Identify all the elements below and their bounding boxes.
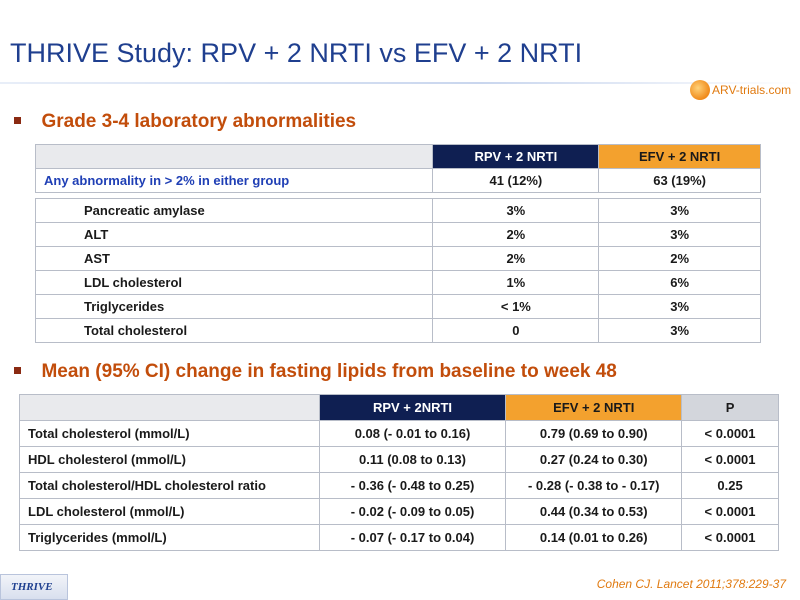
summary-label: Any abnormality in > 2% in either group	[34, 168, 434, 193]
row-label: LDL cholesterol (mmol/L)	[19, 498, 320, 525]
row-label: ALT	[34, 222, 434, 247]
row-label: Total cholesterol (mmol/L)	[19, 420, 320, 447]
row-label: HDL cholesterol (mmol/L)	[19, 446, 320, 473]
header-rpv: RPV + 2NRTI	[318, 394, 507, 421]
bullet-square-icon	[14, 366, 21, 374]
lab-abnormalities-table: RPV + 2 NRTI EFV + 2 NRTI Any abnormalit…	[34, 144, 761, 343]
row-p: < 0.0001	[681, 446, 779, 473]
row-efv: 3%	[598, 222, 761, 247]
table-row: Triglycerides < 1% 3%	[34, 294, 761, 319]
section2-heading: Mean (95% CI) change in fasting lipids f…	[14, 361, 617, 383]
row-label: Triglycerides	[34, 294, 434, 319]
row-rpv: - 0.36 (- 0.48 to 0.25)	[318, 472, 507, 499]
table-row-summary: Any abnormality in > 2% in either group …	[34, 168, 761, 193]
header-blank-cell	[19, 394, 320, 421]
section2-heading-text: Mean (95% CI) change in fasting lipids f…	[41, 361, 617, 382]
table-header-row: RPV + 2 NRTI EFV + 2 NRTI	[34, 144, 761, 169]
row-label: Pancreatic amylase	[34, 198, 434, 223]
table-row: Total cholesterol 0 3%	[34, 318, 761, 343]
row-efv: 0.27 (0.24 to 0.30)	[505, 446, 683, 473]
summary-rpv: 41 (12%)	[432, 168, 600, 193]
row-rpv: - 0.02 (- 0.09 to 0.05)	[318, 498, 507, 525]
logo-circle-icon	[690, 80, 710, 100]
table-header-row: RPV + 2NRTI EFV + 2 NRTI P	[19, 394, 779, 421]
row-efv: 3%	[598, 198, 761, 223]
row-rpv: 3%	[432, 198, 600, 223]
footer-logo-text: THRIVE	[11, 581, 53, 593]
header-p: P	[681, 394, 779, 421]
row-label: Total cholesterol	[34, 318, 434, 343]
row-rpv: 0	[432, 318, 600, 343]
row-label: Triglycerides (mmol/L)	[19, 524, 320, 551]
header-rpv: RPV + 2 NRTI	[432, 144, 600, 169]
table-row: Triglycerides (mmol/L) - 0.07 (- 0.17 to…	[19, 524, 779, 551]
row-efv: 0.79 (0.69 to 0.90)	[505, 420, 683, 447]
thrive-footer-logo: THRIVE	[0, 574, 68, 600]
table-row: Total cholesterol/HDL cholesterol ratio …	[19, 472, 779, 499]
citation: Cohen CJ. Lancet 2011;378:229-37	[596, 577, 786, 591]
section1-heading-text: Grade 3-4 laboratory abnormalities	[41, 111, 357, 132]
row-rpv: 2%	[432, 246, 600, 271]
section1-heading: Grade 3-4 laboratory abnormalities	[14, 111, 356, 133]
row-efv: 2%	[598, 246, 761, 271]
row-label: Total cholesterol/HDL cholesterol ratio	[19, 472, 320, 499]
table-row: AST 2% 2%	[34, 246, 761, 271]
row-efv: 6%	[598, 270, 761, 295]
row-efv: - 0.28 (- 0.38 to - 0.17)	[505, 472, 683, 499]
row-p: < 0.0001	[681, 524, 779, 551]
table-row: Pancreatic amylase 3% 3%	[34, 198, 761, 223]
row-label: LDL cholesterol	[34, 270, 434, 295]
table-row: LDL cholesterol 1% 6%	[34, 270, 761, 295]
row-rpv: 0.11 (0.08 to 0.13)	[318, 446, 507, 473]
row-efv: 3%	[598, 318, 761, 343]
arv-trials-logo: ARV-trials.com	[690, 80, 792, 102]
row-rpv: < 1%	[432, 294, 600, 319]
row-efv: 3%	[598, 294, 761, 319]
header-efv: EFV + 2 NRTI	[598, 144, 761, 169]
table-row: ALT 2% 3%	[34, 222, 761, 247]
logo-text: ARV-trials.com	[712, 83, 792, 97]
row-p: < 0.0001	[681, 498, 779, 525]
row-rpv: 2%	[432, 222, 600, 247]
header-efv: EFV + 2 NRTI	[505, 394, 683, 421]
slide-title: THRIVE Study: RPV + 2 NRTI vs EFV + 2 NR…	[10, 38, 583, 68]
header-blank-cell	[34, 144, 434, 169]
row-rpv: - 0.07 (- 0.17 to 0.04)	[318, 524, 507, 551]
bullet-square-icon	[14, 116, 21, 124]
title-divider	[0, 82, 800, 84]
row-rpv: 0.08 (- 0.01 to 0.16)	[318, 420, 507, 447]
summary-efv: 63 (19%)	[598, 168, 761, 193]
row-p: 0.25	[681, 472, 779, 499]
row-rpv: 1%	[432, 270, 600, 295]
table-row: HDL cholesterol (mmol/L) 0.11 (0.08 to 0…	[19, 446, 779, 473]
row-p: < 0.0001	[681, 420, 779, 447]
row-label: AST	[34, 246, 434, 271]
row-efv: 0.14 (0.01 to 0.26)	[505, 524, 683, 551]
table-row: LDL cholesterol (mmol/L) - 0.02 (- 0.09 …	[19, 498, 779, 525]
lipid-change-table: RPV + 2NRTI EFV + 2 NRTI P Total cholest…	[19, 394, 779, 551]
table-row: Total cholesterol (mmol/L) 0.08 (- 0.01 …	[19, 420, 779, 447]
row-efv: 0.44 (0.34 to 0.53)	[505, 498, 683, 525]
